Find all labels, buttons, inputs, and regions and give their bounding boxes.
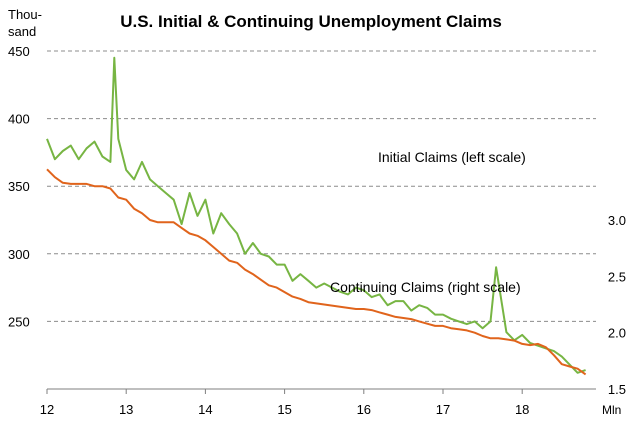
- initial-claims-label: Initial Claims (left scale): [378, 149, 526, 165]
- left-axis-unit-line-2: sand: [8, 24, 36, 39]
- series-lines: [46, 56, 587, 376]
- x-tick-label: 13: [119, 402, 133, 417]
- x-axis-ticks: 12 13 14 15 16 17 18: [40, 388, 596, 417]
- continuing-claims-label: Continuing Claims (right scale): [330, 279, 521, 295]
- left-axis-unit-line-1: Thou-: [8, 7, 42, 22]
- left-tick-label: 250: [8, 314, 30, 329]
- x-tick-label: 12: [40, 402, 54, 417]
- x-tick-label: 18: [515, 402, 529, 417]
- series-labels: Initial Claims (left scale) Continuing Cl…: [330, 149, 526, 295]
- continuing-claims-line: [46, 168, 587, 376]
- x-tick-label: 17: [436, 402, 450, 417]
- right-tick-label: 2.5: [608, 269, 626, 284]
- left-tick-label: 400: [8, 112, 30, 127]
- left-tick-label: 450: [8, 44, 30, 59]
- chart-title: U.S. Initial & Continuing Unemployment C…: [120, 12, 502, 31]
- x-tick-label: 15: [277, 402, 291, 417]
- left-axis-ticks: 250 300 350 400 450: [8, 44, 30, 329]
- left-tick-label: 300: [8, 247, 30, 262]
- x-tick-label: 14: [198, 402, 212, 417]
- right-tick-label: 1.5: [608, 382, 626, 397]
- right-tick-label: 2.0: [608, 326, 626, 341]
- right-tick-label: 3.0: [608, 213, 626, 228]
- initial-claims-line: [46, 56, 586, 374]
- left-tick-label: 350: [8, 179, 30, 194]
- right-axis-ticks: 1.5 2.0 2.5 3.0: [608, 213, 626, 397]
- right-axis-unit: Mln: [602, 403, 621, 417]
- x-tick-label: 16: [357, 402, 371, 417]
